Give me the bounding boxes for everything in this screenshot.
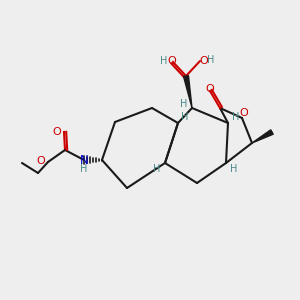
Text: H: H [232, 112, 240, 122]
Polygon shape [252, 130, 273, 143]
Text: H: H [160, 56, 168, 66]
Text: H: H [230, 164, 238, 174]
Text: H: H [207, 55, 215, 65]
Text: H: H [181, 112, 189, 122]
Text: O: O [200, 56, 208, 66]
Text: H: H [180, 99, 188, 109]
Text: N: N [80, 154, 88, 166]
Polygon shape [184, 76, 192, 108]
Text: O: O [37, 156, 45, 166]
Text: O: O [52, 127, 62, 137]
Text: O: O [240, 108, 248, 118]
Text: H: H [153, 164, 161, 174]
Text: O: O [168, 56, 176, 66]
Text: O: O [206, 84, 214, 94]
Text: H: H [80, 164, 88, 174]
